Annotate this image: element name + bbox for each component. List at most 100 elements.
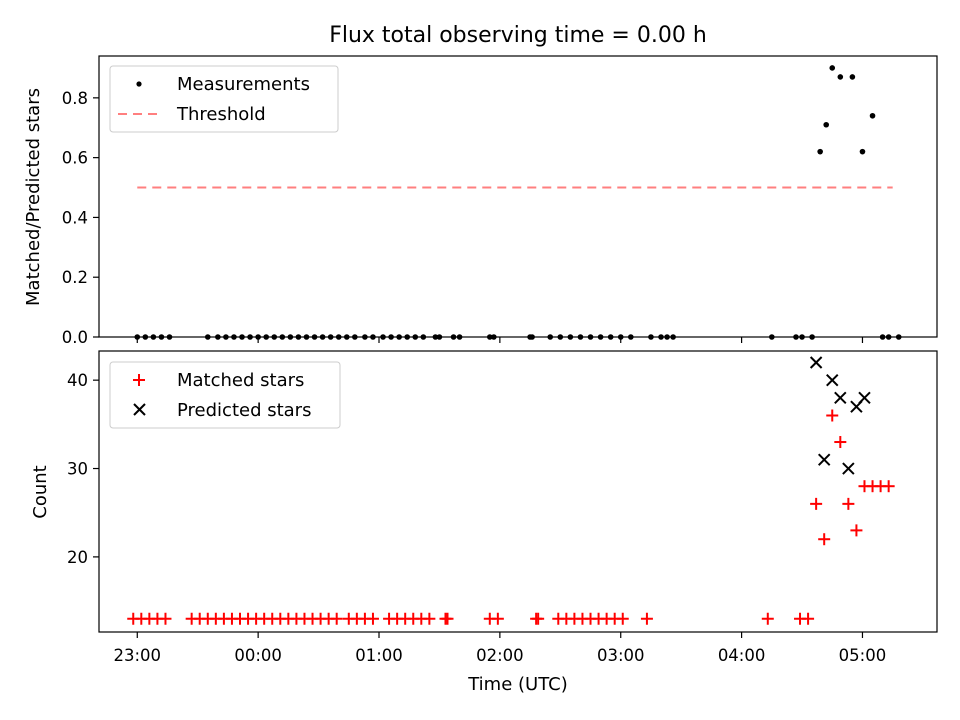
legend-predicted-label: Predicted stars: [177, 400, 311, 421]
bottom-axes-frame: [98, 350, 938, 633]
legend-measurements-marker: [136, 81, 142, 87]
x-axis-label: Time (UTC): [467, 674, 568, 695]
matched-star-point: [882, 480, 895, 493]
measurement-point: [829, 65, 836, 71]
measurement-point: [607, 334, 614, 340]
matched-star-point: [532, 612, 545, 625]
measurement-point: [271, 334, 278, 340]
measurement-point: [869, 112, 876, 119]
measurement-point: [769, 334, 775, 340]
measurement-point: [799, 334, 805, 340]
count-series: [127, 356, 895, 625]
top-x-ticks: [136, 337, 864, 343]
top-ytick-label: 0.4: [62, 208, 88, 227]
top-ytick-label: 0.6: [62, 149, 88, 168]
top-axes-frame: [98, 55, 938, 338]
measurement-point: [279, 334, 286, 340]
measurement-point: [215, 334, 221, 340]
measurement-point: [303, 334, 310, 340]
xtick-label: 04:00: [718, 646, 766, 665]
measurement-point: [370, 334, 376, 340]
matched-star-point: [366, 612, 379, 625]
measurement-point: [295, 334, 302, 340]
measurement-point: [380, 334, 386, 340]
measurement-point: [158, 334, 165, 340]
matched-star-point: [491, 612, 504, 625]
measurement-point: [255, 334, 261, 340]
matched-star-point: [159, 612, 172, 625]
predicted-star-point: [858, 391, 871, 405]
xtick-label: 00:00: [234, 646, 282, 665]
measurement-point: [319, 334, 326, 340]
measurement-point: [879, 334, 886, 340]
measurement-point: [311, 334, 318, 340]
bottom-x-ticks: 23:00 00:00 01:00 02:00 03:00 04:00 05:00: [113, 632, 886, 665]
measurement-point: [204, 334, 211, 340]
measurement-point: [327, 334, 334, 340]
top-ytick-label: 0.8: [62, 89, 88, 108]
measurement-point: [150, 334, 157, 340]
xtick-label: 05:00: [839, 646, 887, 665]
predicted-star-point: [826, 373, 839, 387]
top-ytick-label: 0.2: [62, 268, 88, 287]
measurement-point: [793, 334, 799, 340]
measurement-point: [529, 334, 535, 340]
measurement-point: [628, 334, 634, 340]
bottom-y-axis-label: Count: [30, 465, 51, 518]
measurement-point: [587, 334, 594, 340]
matched-star-point: [826, 409, 839, 422]
measurement-point: [809, 334, 815, 340]
bottom-ytick-label: 40: [67, 371, 88, 390]
measurement-point: [617, 334, 624, 340]
legend-measurements-label: Measurements: [177, 74, 310, 95]
predicted-star-point: [834, 391, 847, 405]
measurement-point: [247, 334, 253, 340]
measurement-point: [597, 334, 604, 340]
measurement-point: [343, 334, 350, 340]
measurement-point: [456, 334, 463, 340]
predicted-star-point: [842, 462, 855, 475]
top-legend-box: [109, 65, 339, 133]
measurements-series: [134, 65, 902, 340]
matched-star-point: [423, 612, 436, 625]
chart-title: Flux total observing time = 0.00 h: [329, 23, 707, 48]
xtick-label: 01:00: [355, 646, 403, 665]
matched-star-point: [330, 612, 343, 625]
measurement-point: [223, 334, 229, 340]
measurement-point: [142, 334, 149, 340]
measurement-point: [396, 334, 402, 340]
measurement-point: [557, 334, 564, 340]
measurement-point: [817, 148, 823, 155]
measurement-point: [837, 74, 844, 80]
matched-star-point: [761, 612, 774, 625]
legend-matched-marker: [133, 374, 145, 386]
bottom-panel: 20 30 40 23:00 00:00 01:00 02:00 03:00 04:00 05:…: [30, 350, 938, 695]
measurement-point: [352, 334, 358, 340]
top-legend: Measurements Threshold: [109, 65, 339, 133]
matched-star-point: [842, 497, 855, 510]
measurement-point: [134, 334, 141, 340]
measurement-point: [263, 334, 269, 340]
measurement-point: [859, 148, 866, 155]
top-y-ticks: 0.0 0.2 0.4 0.6 0.8: [62, 89, 99, 347]
measurement-point: [166, 334, 173, 340]
measurement-point: [404, 334, 411, 340]
bottom-ytick-label: 30: [67, 460, 88, 479]
bottom-legend: Matched stars Predicted stars: [109, 361, 341, 429]
matched-star-point: [834, 436, 847, 449]
measurement-point: [567, 334, 574, 340]
matched-star-point: [616, 612, 629, 625]
measurement-point: [577, 334, 584, 340]
top-ytick-label: 0.0: [62, 328, 88, 347]
predicted-star-point: [817, 453, 831, 466]
measurement-point: [849, 74, 856, 80]
top-panel: Flux total observing time = 0.00 h 0.00.…: [23, 23, 938, 347]
measurement-point: [287, 334, 294, 340]
measurement-point: [335, 334, 342, 340]
measurement-point: [432, 334, 439, 340]
legend-threshold-label: Threshold: [176, 104, 266, 125]
measurement-point: [491, 334, 497, 340]
measurement-point: [486, 334, 493, 340]
matched-star-point: [802, 612, 815, 625]
